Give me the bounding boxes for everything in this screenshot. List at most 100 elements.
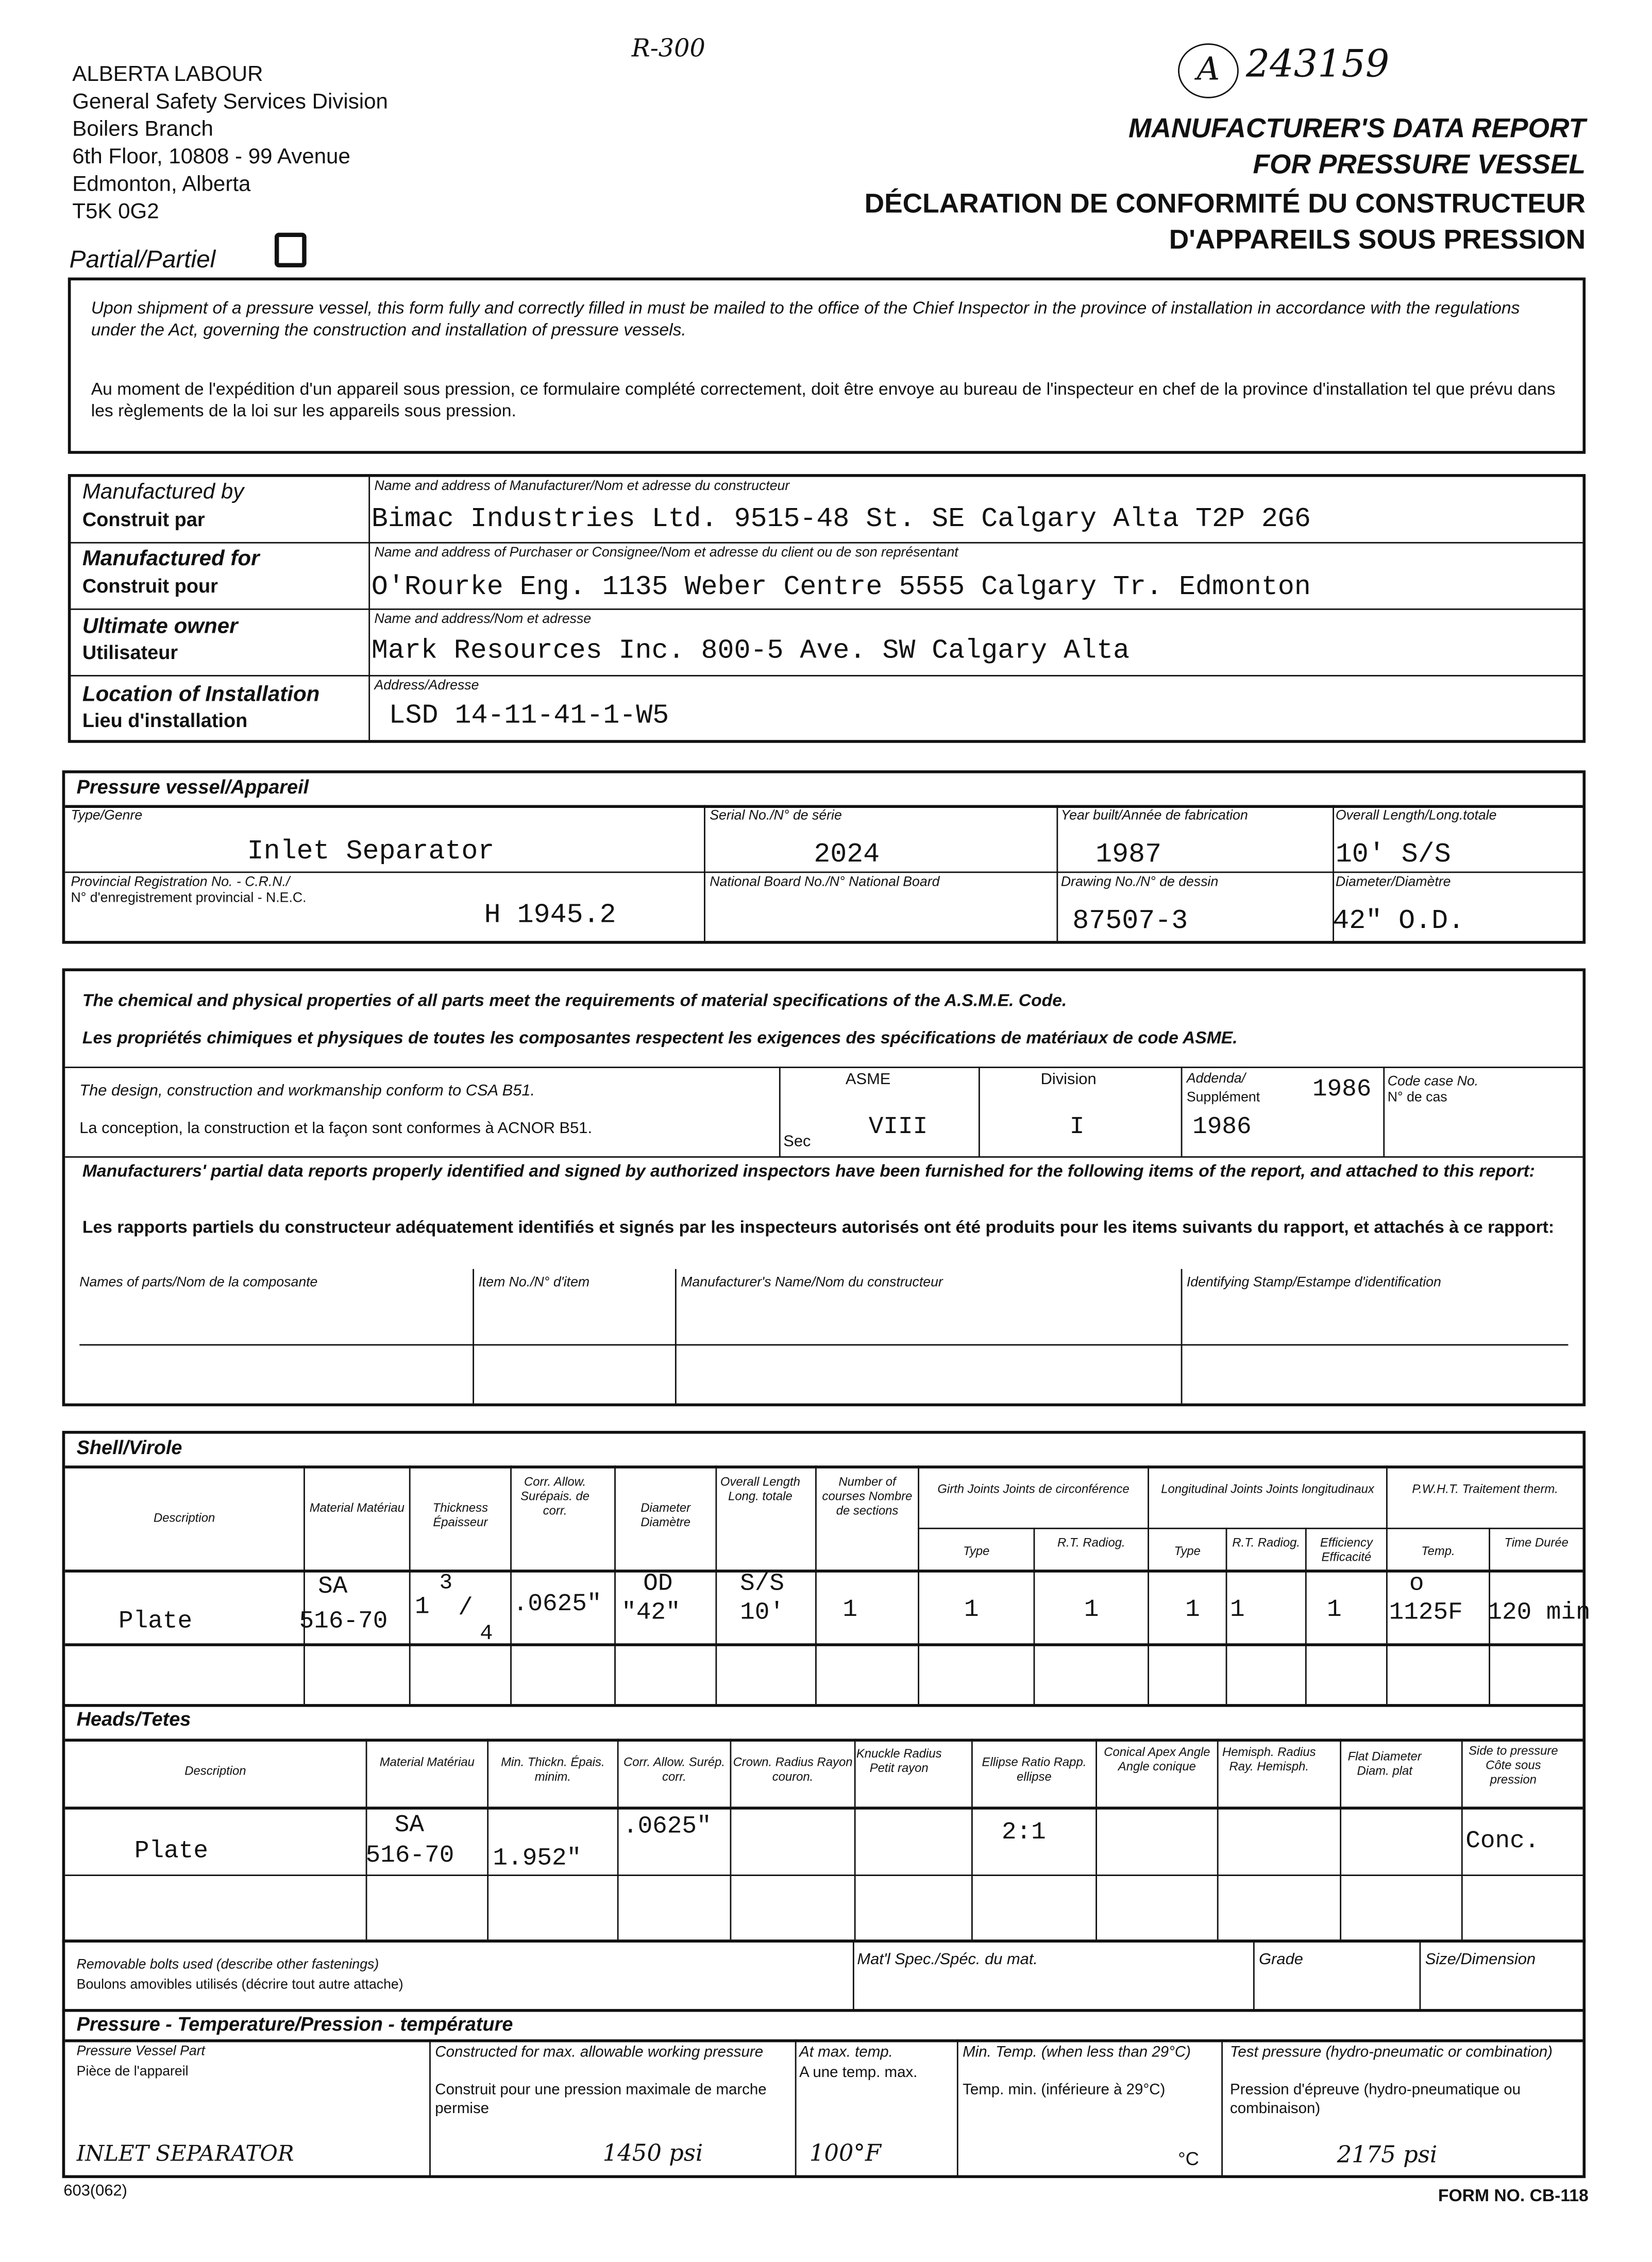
shell-long-rt[interactable]: 1: [1230, 1597, 1245, 1625]
table-rule: [1095, 1738, 1097, 1940]
table-rule: [730, 1738, 732, 1940]
part-label: Pressure Vessel Part: [76, 2044, 206, 2060]
sec-value[interactable]: VIII: [868, 1114, 928, 1142]
table-rule: [65, 1569, 1583, 1573]
division-value[interactable]: I: [1069, 1114, 1085, 1142]
shell-box: Shell/Virole Description Material Matéri…: [62, 1430, 1591, 1707]
heads-material[interactable]: 516-70: [365, 1843, 454, 1870]
column-manufacturer: Manufacturer's Name/Nom du constructeur: [681, 1275, 943, 1291]
drawing-value[interactable]: 87507-3: [1072, 904, 1188, 937]
shell-corr-allow[interactable]: .0625": [513, 1591, 602, 1619]
installation-location[interactable]: LSD 14-11-41-1-W5: [389, 699, 669, 732]
heads-ellipse-ratio[interactable]: 2:1: [1001, 1819, 1046, 1847]
test-pressure-label-fr: Pression d'épreuve (hydro-pneumatique ou…: [1230, 2081, 1521, 2118]
mawp-label-en: Constructed for max. allowable working p…: [435, 2044, 764, 2061]
shell-girth-rt[interactable]: 1: [1084, 1597, 1099, 1625]
heads-min-thickness[interactable]: 1.952": [493, 1845, 582, 1873]
table-rule: [487, 1738, 489, 1940]
notice-fr: Au moment de l'expédition d'un appareil …: [91, 378, 1556, 421]
table-rule: [365, 1738, 367, 1940]
table-rule: [1386, 1465, 1388, 1704]
shell-col-long-joints: Longitudinal Joints Joints longitudinaux: [1161, 1481, 1374, 1496]
table-rule: [1181, 1269, 1183, 1404]
table-rule: [65, 1156, 1583, 1158]
shell-col-thickness: Thickness Épaisseur: [432, 1500, 488, 1529]
shell-length[interactable]: 10': [740, 1600, 785, 1628]
heads-corr-allow[interactable]: .0625": [622, 1814, 712, 1842]
crn-label: Provincial Registration No. - C.R.N./: [71, 874, 290, 890]
shell-material[interactable]: 516-70: [299, 1608, 388, 1636]
owner-name-address[interactable]: Mark Resources Inc. 800-5 Ave. SW Calgar…: [371, 634, 1130, 667]
partial-reports-fr: Les rapports partiels du constructeur ad…: [82, 1217, 1555, 1238]
party-label-en: Manufactured by: [82, 480, 244, 504]
max-temp-value[interactable]: 100°F: [809, 2139, 882, 2167]
shell-efficiency[interactable]: 1: [1326, 1597, 1342, 1625]
crn-value[interactable]: H 1945.2: [484, 899, 616, 931]
manufacturer-name-address[interactable]: Bimac Industries Ltd. 9515-48 St. SE Cal…: [371, 503, 1311, 535]
addenda-value[interactable]: 1986: [1192, 1114, 1252, 1142]
vessel-part-value[interactable]: INLET SEPARATOR: [76, 2140, 294, 2167]
title-en-2: FOR PRESSURE VESSEL: [1253, 150, 1586, 181]
shell-col-diameter: Diameter Diamètre: [640, 1500, 691, 1529]
shell-col-long-type: Type: [1174, 1543, 1201, 1558]
circled-letter-text: A: [1196, 52, 1220, 89]
partial-checkbox[interactable]: [274, 232, 307, 267]
division-label: Division: [1040, 1071, 1097, 1089]
table-rule: [1419, 1942, 1421, 2012]
bolts-spec-label: Mat'l Spec./Spéc. du mat.: [857, 1951, 1038, 1969]
table-rule: [1148, 1465, 1149, 1704]
heads-col-ellipse-ratio: Ellipse Ratio Rapp. ellipse: [982, 1754, 1087, 1784]
drawing-label: Drawing No./N° de dessin: [1060, 874, 1219, 890]
table-rule: [429, 2039, 431, 2175]
shell-length-note: S/S: [740, 1571, 785, 1599]
heads-side-to-pressure[interactable]: Conc.: [1465, 1828, 1540, 1856]
shell-description[interactable]: Plate: [119, 1608, 193, 1636]
national-board-label: National Board No./N° National Board: [710, 874, 940, 890]
shell-pwht-temp[interactable]: 1125F: [1389, 1600, 1463, 1628]
shell-diameter[interactable]: "42": [621, 1600, 681, 1628]
pressure-section-title: Pressure - Temperature/Pression - tempér…: [76, 2013, 513, 2035]
addenda-label: Addenda/: [1186, 1071, 1246, 1087]
table-rule: [71, 608, 1583, 610]
material-statement-fr: Les propriétés chimiques et physiques de…: [82, 1027, 1238, 1048]
mawp-value[interactable]: 1450 psi: [602, 2139, 703, 2167]
heads-material[interactable]: SA: [394, 1812, 425, 1840]
mawp-label-fr: Construit pour une pression maximale de …: [435, 2081, 767, 2118]
table-rule: [409, 1465, 411, 1704]
heads-description[interactable]: Plate: [134, 1838, 208, 1866]
table-rule: [1221, 2039, 1223, 2175]
diameter-value[interactable]: 42" O.D.: [1333, 904, 1465, 937]
shell-courses[interactable]: 1: [842, 1597, 857, 1625]
purchaser-name-address[interactable]: O'Rourke Eng. 1135 Weber Centre 5555 Cal…: [371, 570, 1311, 603]
issuer-address: ALBERTA LABOUR General Safety Services D…: [72, 61, 388, 226]
addenda-label-fr: Supplément: [1186, 1089, 1260, 1106]
table-rule: [71, 542, 1583, 544]
vessel-type-value[interactable]: Inlet Separator: [247, 835, 495, 867]
min-temp-label-en: Min. Temp. (when less than 29°C): [963, 2044, 1191, 2061]
table-rule: [617, 1738, 619, 1940]
diameter-label: Diameter/Diamètre: [1335, 874, 1451, 890]
shell-long-type[interactable]: 1: [1185, 1597, 1200, 1625]
table-rule: [1056, 805, 1058, 941]
table-rule: [852, 1942, 854, 2012]
addenda-value[interactable]: 1986: [1312, 1076, 1372, 1105]
table-rule: [65, 871, 1583, 873]
shell-col-girth-type: Type: [963, 1543, 990, 1558]
shell-girth-type[interactable]: 1: [964, 1597, 979, 1625]
table-rule: [1217, 1738, 1219, 1940]
notice-box: Upon shipment of a pressure vessel, this…: [68, 277, 1586, 454]
serial-value[interactable]: 2024: [814, 838, 880, 870]
heads-col-knuckle-radius: Knuckle Radius Petit rayon: [856, 1746, 942, 1775]
table-rule: [675, 1269, 677, 1404]
column-parts: Names of parts/Nom de la composante: [79, 1275, 318, 1291]
year-value[interactable]: 1987: [1095, 838, 1162, 870]
shell-col-girth-rt: R.T. Radiog.: [1057, 1534, 1125, 1549]
length-value[interactable]: 10' S/S: [1335, 838, 1451, 870]
shell-col-length: Overall Length Long. totale: [720, 1474, 800, 1504]
party-field-label: Address/Adresse: [374, 678, 479, 694]
shell-thickness[interactable]: 1: [415, 1594, 430, 1622]
shell-material[interactable]: SA: [318, 1574, 348, 1601]
test-pressure-value[interactable]: 2175 psi: [1337, 2140, 1438, 2168]
shell-pwht-time[interactable]: 120 min: [1487, 1600, 1591, 1628]
